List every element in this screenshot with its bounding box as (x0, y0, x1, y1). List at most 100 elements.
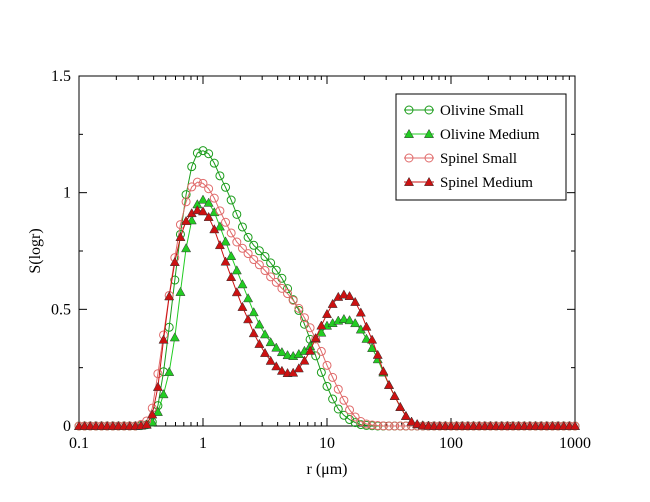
data-point (356, 417, 366, 427)
data-point (204, 149, 214, 159)
data-point (181, 190, 191, 200)
data-point (209, 193, 219, 203)
data-point (181, 215, 192, 225)
data-point (361, 321, 372, 331)
x-tick-label: 1000 (559, 435, 591, 452)
x-tick-label: 0.1 (69, 435, 89, 452)
data-point (214, 240, 225, 250)
legend-marker (424, 105, 434, 115)
data-point (248, 307, 259, 317)
data-point (350, 412, 360, 422)
series-line (79, 150, 575, 427)
legend-label: Olivine Medium (440, 127, 540, 143)
data-point (243, 232, 253, 242)
data-point (147, 409, 158, 419)
data-point (395, 421, 405, 431)
data-point (288, 295, 298, 305)
data-point (321, 308, 333, 318)
data-point (569, 420, 581, 430)
data-point (249, 255, 259, 265)
x-axis-title: r (μm) (306, 461, 347, 478)
data-point (316, 320, 327, 330)
data-point (367, 420, 377, 430)
data-point (283, 284, 293, 294)
data-point (260, 266, 270, 276)
data-point (356, 420, 366, 430)
data-point (232, 209, 242, 219)
data-point (412, 418, 423, 428)
data-point (254, 338, 265, 348)
data-point (406, 416, 417, 426)
data-point (158, 389, 169, 399)
legend-marker (424, 153, 434, 163)
data-point (333, 384, 343, 394)
data-point (367, 342, 378, 352)
data-point (197, 194, 209, 204)
data-point (237, 301, 248, 311)
data-point (209, 224, 220, 234)
data-point (158, 334, 169, 344)
data-point (226, 271, 237, 281)
data-point (164, 291, 175, 301)
data-point (378, 366, 389, 376)
data-point (372, 349, 383, 359)
data-point (198, 178, 208, 188)
data-point (231, 265, 242, 275)
data-point (254, 246, 264, 256)
x-tick-label: 10 (319, 435, 335, 452)
data-point (282, 350, 293, 360)
data-point (327, 298, 338, 308)
data-point (243, 249, 253, 259)
data-point (345, 415, 355, 425)
data-point (259, 347, 271, 357)
data-point (367, 334, 378, 344)
data-point (293, 363, 304, 373)
data-point (221, 182, 231, 192)
legend-label: Spinel Small (440, 151, 517, 167)
data-point (350, 296, 361, 306)
legend-label: Olivine Small (440, 103, 524, 119)
data-point (338, 313, 349, 323)
legend-marker (404, 105, 414, 115)
data-point (220, 236, 231, 246)
data-point (271, 342, 282, 352)
data-point (169, 256, 180, 266)
data-point (197, 206, 209, 216)
data-point (384, 421, 394, 431)
data-point (260, 252, 270, 262)
data-point (276, 347, 287, 357)
data-point (175, 286, 186, 296)
series-line (79, 209, 575, 427)
data-point (226, 250, 237, 260)
data-point (187, 182, 197, 192)
data-point (373, 421, 383, 431)
data-point (254, 319, 265, 329)
data-point (221, 217, 231, 227)
data-point (259, 329, 271, 339)
data-point (305, 323, 315, 333)
data-point (389, 390, 400, 400)
data-point (203, 197, 214, 207)
data-point (203, 211, 214, 221)
data-point (316, 367, 326, 377)
data-point (237, 243, 247, 253)
data-point (310, 332, 321, 342)
data-point (265, 355, 276, 365)
data-point (232, 237, 242, 247)
data-point (395, 401, 406, 411)
data-point (237, 222, 247, 232)
data-point (390, 421, 400, 431)
data-point (401, 421, 411, 431)
data-point (277, 283, 287, 293)
data-point (316, 346, 326, 356)
legend-label: Spinel Medium (440, 175, 533, 191)
y-tick-label: 1 (63, 185, 71, 202)
data-point (299, 355, 310, 365)
data-point (294, 303, 304, 313)
data-point (192, 148, 202, 158)
data-point (198, 146, 208, 156)
data-point (305, 345, 316, 355)
data-point (361, 419, 371, 429)
data-point (338, 289, 349, 299)
